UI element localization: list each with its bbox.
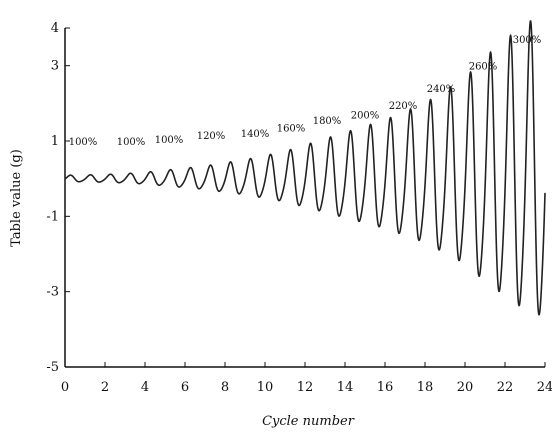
x-tick-label: 2 bbox=[101, 380, 109, 395]
x-tick-label: 20 bbox=[457, 380, 474, 395]
series-layer bbox=[64, 19, 546, 316]
x-tick-label: 12 bbox=[297, 380, 314, 395]
x-tick-label: 6 bbox=[181, 380, 189, 395]
x-tick-label: 0 bbox=[61, 380, 69, 395]
amplitude-label: 220% bbox=[389, 101, 418, 112]
amplitude-label: 260% bbox=[469, 61, 498, 72]
amplitude-label: 160% bbox=[277, 124, 306, 135]
x-tick-label: 22 bbox=[497, 380, 514, 395]
amplitude-label: 100% bbox=[69, 137, 98, 148]
amplitude-label: 240% bbox=[427, 84, 456, 95]
amplitude-label: 100% bbox=[117, 137, 146, 148]
amplitude-label: 140% bbox=[241, 129, 270, 140]
y-tick-label: 3 bbox=[51, 59, 59, 74]
amplitude-label: 100% bbox=[155, 135, 184, 146]
y-tick-label: 1 bbox=[51, 134, 59, 149]
series-line bbox=[64, 19, 546, 316]
annotation-layer: 100% 100% 100% 120% 140% 160% 180% 200% 220% 240%… bbox=[69, 35, 542, 148]
x-tick-label: 24 bbox=[537, 380, 552, 395]
amplitude-label: 180% bbox=[313, 116, 342, 127]
y-axis-label: Table value (g) bbox=[9, 149, 24, 247]
amplitude-label: 120% bbox=[197, 131, 226, 142]
x-tick-label: 14 bbox=[337, 380, 354, 395]
x-tick-label: 4 bbox=[141, 380, 149, 395]
x-tick-label: 18 bbox=[417, 380, 434, 395]
y-tick-label: -5 bbox=[46, 360, 59, 375]
y-tick-label: -3 bbox=[46, 285, 59, 300]
x-tick-label: 10 bbox=[257, 380, 274, 395]
y-tick-label: 4 bbox=[51, 21, 59, 36]
y-tick-label: -1 bbox=[46, 209, 59, 224]
amplitude-label: 300% bbox=[513, 35, 542, 46]
x-tick-label: 8 bbox=[221, 380, 229, 395]
amplitude-label: 200% bbox=[351, 110, 380, 121]
x-axis-label: Cycle number bbox=[262, 414, 355, 429]
x-tick-label: 16 bbox=[377, 380, 394, 395]
